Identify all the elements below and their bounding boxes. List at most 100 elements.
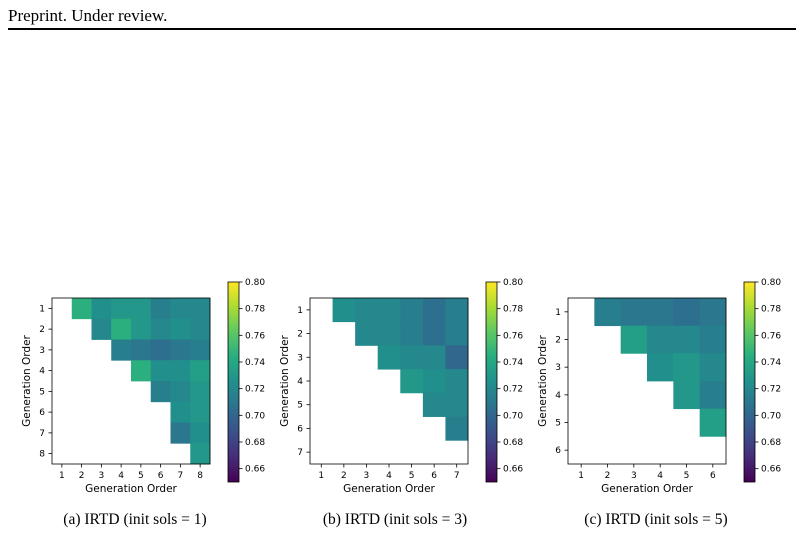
x-tick-label: 5 <box>409 471 415 481</box>
x-tick-label: 6 <box>710 471 716 481</box>
heatmap-cell <box>400 345 424 370</box>
heatmap-cell <box>131 360 152 382</box>
heatmap-cell <box>377 298 401 323</box>
heatmap-cell <box>190 360 211 382</box>
colorbar-tick-label: 0.68 <box>503 438 523 448</box>
colorbar-tick-label: 0.74 <box>503 358 523 368</box>
heatmap-cell <box>170 422 191 444</box>
heatmap-cell <box>422 298 446 323</box>
heatmap-cell <box>190 298 211 320</box>
y-tick-label: 1 <box>39 304 45 314</box>
colorbar-tick-label: 0.74 <box>761 358 781 368</box>
heatmap-cell <box>131 298 152 320</box>
x-tick-label: 4 <box>657 471 663 481</box>
heatmap-cell <box>150 339 171 361</box>
heatmap-cell <box>699 298 727 327</box>
x-tick-label: 1 <box>578 471 584 481</box>
colorbar-tick-label: 0.76 <box>245 331 265 341</box>
x-axis-label: Generation Order <box>85 483 177 495</box>
heatmap-cell <box>422 321 446 346</box>
heatmap-cell <box>190 443 211 465</box>
y-axis-label: Generation Order <box>279 334 291 426</box>
heatmap-cell <box>422 345 446 370</box>
y-tick-label: 2 <box>297 330 303 340</box>
heatmap-cell <box>647 298 674 327</box>
colorbar-tick-label: 0.78 <box>761 305 781 315</box>
heatmap-cell <box>594 298 622 327</box>
heatmap-cell <box>699 408 727 437</box>
heatmap-cell <box>400 298 424 323</box>
y-tick-label: 1 <box>297 306 303 316</box>
colorbar <box>743 281 756 483</box>
heatmap-cell <box>422 392 446 417</box>
heatmap-cell <box>699 325 727 354</box>
heatmap-cell <box>699 381 727 410</box>
y-tick-label: 8 <box>39 450 45 460</box>
heatmap-cell <box>190 339 211 361</box>
heatmap-cell <box>190 422 211 444</box>
heatmap-cell <box>150 318 171 340</box>
colorbar-tick-label: 0.68 <box>761 438 781 448</box>
heatmap-cell <box>445 321 469 346</box>
x-tick-label: 2 <box>605 471 611 481</box>
heatmap-cell <box>422 369 446 394</box>
heatmap-cell <box>620 325 648 354</box>
heatmap-cell <box>647 353 674 382</box>
x-tick-label: 6 <box>158 471 164 481</box>
colorbar-tick-label: 0.80 <box>503 278 523 288</box>
y-tick-label: 2 <box>39 325 45 335</box>
colorbar-tick-label: 0.80 <box>761 278 781 288</box>
plot-frame <box>51 297 211 465</box>
y-axis-label: Generation Order <box>21 334 33 426</box>
y-tick-label: 4 <box>555 391 561 401</box>
heatmap-cell <box>377 345 401 370</box>
colorbar-tick-label: 0.74 <box>245 358 265 368</box>
x-tick-label: 6 <box>431 471 437 481</box>
colorbar-tick-label: 0.70 <box>503 411 523 421</box>
colorbar-tick-label: 0.80 <box>245 278 265 288</box>
colorbar-tick-label: 0.66 <box>245 465 265 475</box>
heatmap-cell <box>91 298 112 320</box>
caption-c: (c) IRTD (init sols = 5) <box>584 511 728 528</box>
heatmap-cell <box>332 298 356 323</box>
x-tick-label: 2 <box>341 471 347 481</box>
heatmap-cell <box>673 353 701 382</box>
heatmap-cell <box>91 318 112 340</box>
colorbar-tick-label: 0.70 <box>761 411 781 421</box>
heatmap-cell <box>445 345 469 370</box>
header-rule <box>8 28 796 30</box>
heatmap-cell <box>150 381 171 403</box>
heatmap-cell <box>400 321 424 346</box>
x-tick-label: 7 <box>178 471 184 481</box>
heatmap-cell <box>111 318 132 340</box>
colorbar-tick-label: 0.72 <box>503 385 523 395</box>
caption-a: (a) IRTD (init sols = 1) <box>63 511 207 528</box>
heatmap-cell <box>190 401 211 423</box>
y-tick-label: 2 <box>555 336 561 346</box>
heatmap-cell <box>445 392 469 417</box>
heatmap-cell <box>400 369 424 394</box>
y-tick-label: 6 <box>39 408 45 418</box>
heatmap-cell <box>445 298 469 323</box>
x-axis-label: Generation Order <box>343 483 435 495</box>
x-tick-label: 5 <box>138 471 144 481</box>
y-tick-label: 6 <box>555 446 561 456</box>
heatmap-cell <box>170 318 191 340</box>
heatmap-cell <box>647 325 674 354</box>
plot-frame <box>567 297 727 465</box>
heatmap-b: 1 2 3 4 5 6 7 1 2 3 4 5 6 7 Generation Order Generation… <box>279 278 523 495</box>
heatmap-cell <box>355 298 379 323</box>
heatmap-a: 1 2 3 4 5 6 7 8 1 2 3 4 5 6 7 8 Generation Order Generati… <box>21 278 265 495</box>
x-tick-label: 1 <box>318 471 324 481</box>
colorbar-tick-label: 0.76 <box>761 331 781 341</box>
colorbar-tick-label: 0.66 <box>503 465 523 475</box>
x-tick-label: 2 <box>79 471 85 481</box>
y-tick-label: 5 <box>555 419 561 429</box>
heatmap-cell <box>111 339 132 361</box>
heatmap-cell <box>170 381 191 403</box>
y-tick-label: 6 <box>297 424 303 434</box>
y-tick-label: 4 <box>297 377 303 387</box>
heatmap-cell <box>699 353 727 382</box>
heatmap-cell <box>150 360 171 382</box>
colorbar-tick-label: 0.66 <box>761 465 781 475</box>
